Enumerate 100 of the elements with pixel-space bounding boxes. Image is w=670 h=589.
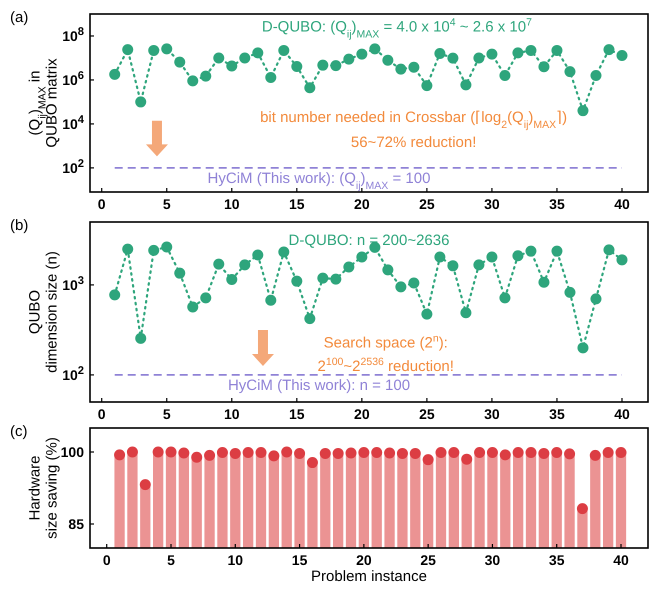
point <box>551 44 562 56</box>
x-tick-label: 20 <box>354 406 370 422</box>
point <box>252 47 264 58</box>
point <box>486 48 498 60</box>
point <box>330 274 342 285</box>
x-tick-label: 40 <box>613 552 629 568</box>
point <box>616 50 628 61</box>
text: (b) <box>10 217 28 234</box>
point <box>460 307 472 318</box>
annotation: Search space (2$^{n}$): <box>324 332 448 352</box>
point <box>538 276 550 288</box>
point <box>576 503 588 514</box>
text: (a) <box>10 9 28 26</box>
y-tick-label: 10$^{4}$ <box>62 114 85 132</box>
point <box>306 457 318 468</box>
y-tick-label: 10$^{8}$ <box>62 26 84 44</box>
y-tick-label: 10$^{6}$ <box>62 70 84 88</box>
point <box>126 446 138 458</box>
x-tick-label: 15 <box>292 552 308 568</box>
point <box>178 447 190 458</box>
point <box>346 447 356 458</box>
point <box>187 301 198 312</box>
point <box>525 44 536 56</box>
x-tick-label: 25 <box>419 196 435 212</box>
point <box>382 54 394 66</box>
point <box>421 308 432 320</box>
point <box>447 52 458 64</box>
point <box>538 448 550 459</box>
point <box>161 43 172 54</box>
point <box>602 446 614 458</box>
x-tick-label: 35 <box>548 552 565 568</box>
point <box>369 43 380 54</box>
point <box>122 44 134 56</box>
point <box>187 75 198 86</box>
point <box>525 246 536 257</box>
y-tick-label: 10$^{2}$ <box>62 364 84 383</box>
point <box>252 249 264 260</box>
point <box>590 450 601 461</box>
x-tick-label: 30 <box>484 552 500 568</box>
point <box>122 244 134 255</box>
point <box>109 289 120 300</box>
point <box>577 105 588 116</box>
x-tick-label: 5 <box>162 196 171 212</box>
point <box>291 60 302 72</box>
point <box>512 47 524 58</box>
x-tick-label: 40 <box>614 406 630 422</box>
y-axis-title: QUBO dimension size (n) <box>26 251 60 373</box>
point <box>317 60 328 71</box>
point <box>213 52 224 64</box>
point <box>447 260 458 272</box>
point <box>294 448 306 459</box>
point <box>135 96 146 108</box>
point <box>590 293 602 304</box>
point <box>551 246 562 257</box>
point <box>265 294 276 306</box>
point <box>239 52 250 64</box>
point <box>204 450 216 461</box>
point <box>291 276 302 287</box>
point <box>242 446 254 458</box>
point <box>268 450 280 462</box>
x-tick-label: 10 <box>227 552 244 568</box>
point <box>330 60 342 72</box>
point <box>499 70 510 81</box>
point <box>200 70 212 82</box>
point <box>256 446 266 458</box>
x-tick-label: 5 <box>162 406 171 422</box>
point <box>174 268 186 279</box>
point <box>616 446 626 458</box>
point <box>358 446 370 458</box>
x-tick-label: 0 <box>102 552 111 568</box>
point <box>109 68 120 80</box>
point <box>332 448 344 459</box>
point <box>161 242 172 253</box>
point <box>320 448 331 459</box>
point <box>551 446 562 458</box>
point <box>371 446 382 458</box>
point <box>526 446 536 458</box>
annotation: 2$^{100}$~2$^{2536}$ reduction! <box>318 356 454 375</box>
point <box>486 446 498 458</box>
point <box>448 446 460 458</box>
annotation: 56~72% reduction! <box>350 134 476 152</box>
point <box>304 82 316 94</box>
point <box>395 281 406 292</box>
x-tick-label: 20 <box>354 196 370 212</box>
point <box>152 446 164 458</box>
point <box>343 262 354 273</box>
point <box>343 54 354 65</box>
point <box>382 264 394 276</box>
point <box>191 452 202 463</box>
point <box>486 252 498 263</box>
x-tick-label: 10 <box>224 196 240 212</box>
point <box>512 250 524 262</box>
point <box>421 80 432 92</box>
point <box>140 479 151 490</box>
point <box>410 448 421 459</box>
x-tick-label: 40 <box>614 196 630 212</box>
point <box>616 254 628 266</box>
x-tick-label: 0 <box>98 196 106 212</box>
point <box>213 258 224 270</box>
point <box>226 60 238 72</box>
